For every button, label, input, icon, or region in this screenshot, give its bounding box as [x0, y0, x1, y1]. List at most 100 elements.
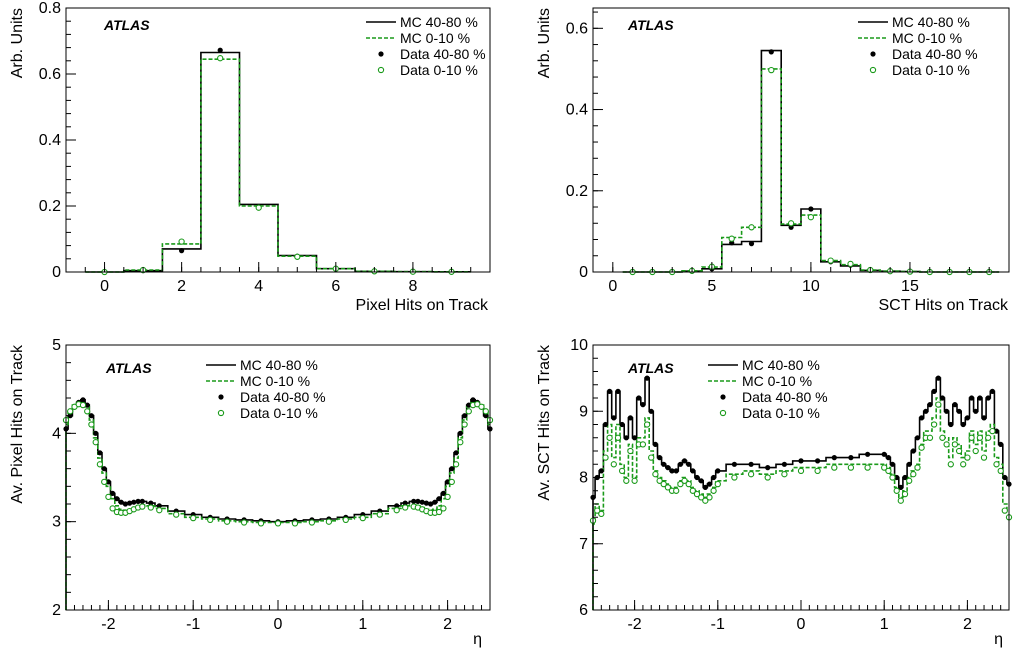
data-point-40-80 [952, 402, 958, 408]
y-axis-title: Av. SCT Hits on Track [536, 344, 553, 501]
legend-marker-filled [720, 394, 726, 400]
data-point-0-10 [92, 439, 99, 446]
data-point-0-10 [976, 434, 984, 441]
data-point-40-80 [706, 481, 713, 487]
data-point-0-10 [444, 493, 451, 501]
data-point-0-10 [943, 441, 950, 448]
y-axis-title: Arb. Units [9, 8, 26, 78]
data-point-40-80 [977, 395, 983, 401]
data-point-40-80 [989, 388, 996, 394]
data-point-40-80 [623, 435, 629, 441]
data-point-40-80 [923, 408, 929, 414]
x-tick-label: 2 [443, 616, 452, 633]
x-tick-label: 0 [274, 616, 283, 633]
data-point-40-80 [652, 441, 659, 447]
data-point-0-10 [847, 260, 854, 268]
data-point-0-10 [827, 257, 834, 264]
legend-item: MC 0-10 % [708, 373, 812, 389]
data-point-0-10 [448, 478, 455, 486]
data-point-0-10 [376, 511, 383, 518]
data-point-40-80 [661, 461, 667, 467]
y-tick-label: 0.2 [566, 183, 588, 200]
y-tick-label: 0 [52, 264, 61, 281]
data-point-0-10 [631, 477, 638, 484]
data-point-0-10 [461, 421, 468, 428]
data-point-40-80 [681, 458, 688, 464]
data-point-0-10 [831, 464, 838, 471]
data-point-0-10 [997, 467, 1004, 475]
data-point-0-10 [648, 454, 655, 461]
data-point-0-10 [482, 408, 489, 415]
data-point-40-80 [964, 415, 971, 421]
data-point-40-80 [981, 415, 987, 421]
data-point-0-10 [955, 447, 963, 455]
data-point-0-10 [993, 461, 1000, 468]
data-point-0-10 [602, 454, 609, 461]
plot-frame [592, 7, 1010, 273]
legend-label: MC 0-10 % [400, 30, 470, 46]
data-point-40-80 [84, 402, 90, 408]
data-point-0-10 [79, 401, 87, 409]
data-point-40-80 [402, 500, 408, 506]
data-point-0-10 [308, 519, 316, 526]
data-point-0-10 [731, 474, 738, 481]
data-point-0-10 [109, 505, 116, 512]
data-point-40-80 [217, 47, 223, 53]
data-point-0-10 [207, 516, 214, 524]
data-point-0-10 [885, 467, 892, 475]
y-tick-label: 0.4 [566, 102, 588, 119]
data-point-0-10 [901, 490, 909, 498]
data-point-40-80 [902, 474, 908, 481]
data-point-40-80 [831, 455, 837, 461]
x-tick-label: -1 [711, 616, 725, 633]
data-point-40-80 [715, 468, 721, 474]
data-point-0-10 [797, 467, 805, 475]
data-point-40-80 [798, 458, 804, 464]
data-point-40-80 [483, 413, 489, 419]
data-point-40-80 [808, 206, 814, 212]
data-point-40-80 [969, 395, 975, 401]
legend-label: Data 0-10 % [240, 405, 318, 421]
legend-item: MC 0-10 % [206, 373, 310, 389]
data-point-40-80 [948, 421, 954, 428]
series-mc-0-10-line [65, 401, 490, 610]
legend-marker-filled [218, 394, 224, 400]
x-axis-title: SCT Hits on Track [878, 297, 1009, 314]
data-point-0-10 [972, 447, 979, 455]
data-point-40-80 [673, 468, 679, 474]
data-point-0-10 [664, 484, 672, 491]
data-point-40-80 [644, 375, 650, 381]
data-point-0-10 [926, 434, 934, 441]
legend-label: Data 40-80 % [240, 389, 326, 405]
legend-marker-open [719, 409, 727, 417]
data-point-0-10 [881, 464, 888, 471]
data-point-0-10 [781, 471, 788, 478]
data-point-40-80 [956, 408, 962, 414]
data-point-0-10 [440, 505, 447, 512]
data-point-0-10 [84, 408, 91, 415]
data-point-0-10 [101, 478, 108, 486]
data-point-40-80 [148, 500, 154, 506]
data-point-40-80 [127, 500, 133, 506]
x-tick-label: 15 [901, 278, 919, 295]
data-point-0-10 [614, 434, 622, 441]
data-point-40-80 [848, 455, 854, 461]
legend-marker-filled [870, 51, 876, 57]
data-point-40-80 [80, 397, 86, 403]
x-tick-label: 0 [100, 278, 109, 295]
data-point-40-80 [118, 499, 124, 505]
data-point-40-80 [440, 490, 446, 496]
legend-label: Data 0-10 % [742, 405, 820, 421]
data-point-0-10 [764, 474, 771, 481]
data-point-0-10 [139, 503, 146, 510]
data-point-0-10 [710, 487, 717, 494]
data-point-40-80 [919, 415, 925, 421]
data-point-0-10 [768, 66, 775, 74]
data-point-40-80 [411, 498, 417, 504]
data-point-40-80 [698, 478, 704, 484]
data-point-40-80 [694, 474, 700, 481]
legend-marker-open [217, 409, 225, 417]
data-point-0-10 [689, 487, 696, 494]
legend-item: MC 0-10 % [366, 30, 470, 46]
data-point-40-80 [436, 496, 442, 502]
